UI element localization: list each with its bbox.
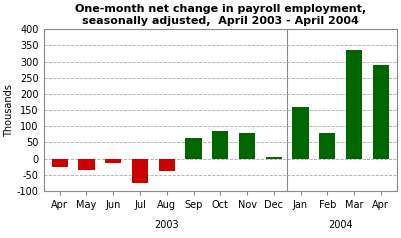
Bar bbox=[319, 133, 335, 159]
Text: 2004: 2004 bbox=[328, 220, 353, 230]
Bar bbox=[52, 159, 68, 167]
Bar bbox=[105, 159, 121, 164]
Bar bbox=[239, 133, 255, 159]
Bar bbox=[212, 131, 228, 159]
Bar bbox=[159, 159, 175, 171]
Bar bbox=[292, 107, 308, 159]
Text: 2003: 2003 bbox=[154, 220, 179, 230]
Title: One-month net change in payroll employment,
seasonally adjusted,  April 2003 - A: One-month net change in payroll employme… bbox=[75, 4, 366, 26]
Y-axis label: Thousands: Thousands bbox=[4, 84, 14, 137]
Bar bbox=[346, 50, 362, 159]
Bar bbox=[79, 159, 95, 170]
Bar bbox=[266, 157, 282, 159]
Bar bbox=[373, 65, 389, 159]
Bar bbox=[186, 138, 202, 159]
Bar bbox=[132, 159, 148, 183]
